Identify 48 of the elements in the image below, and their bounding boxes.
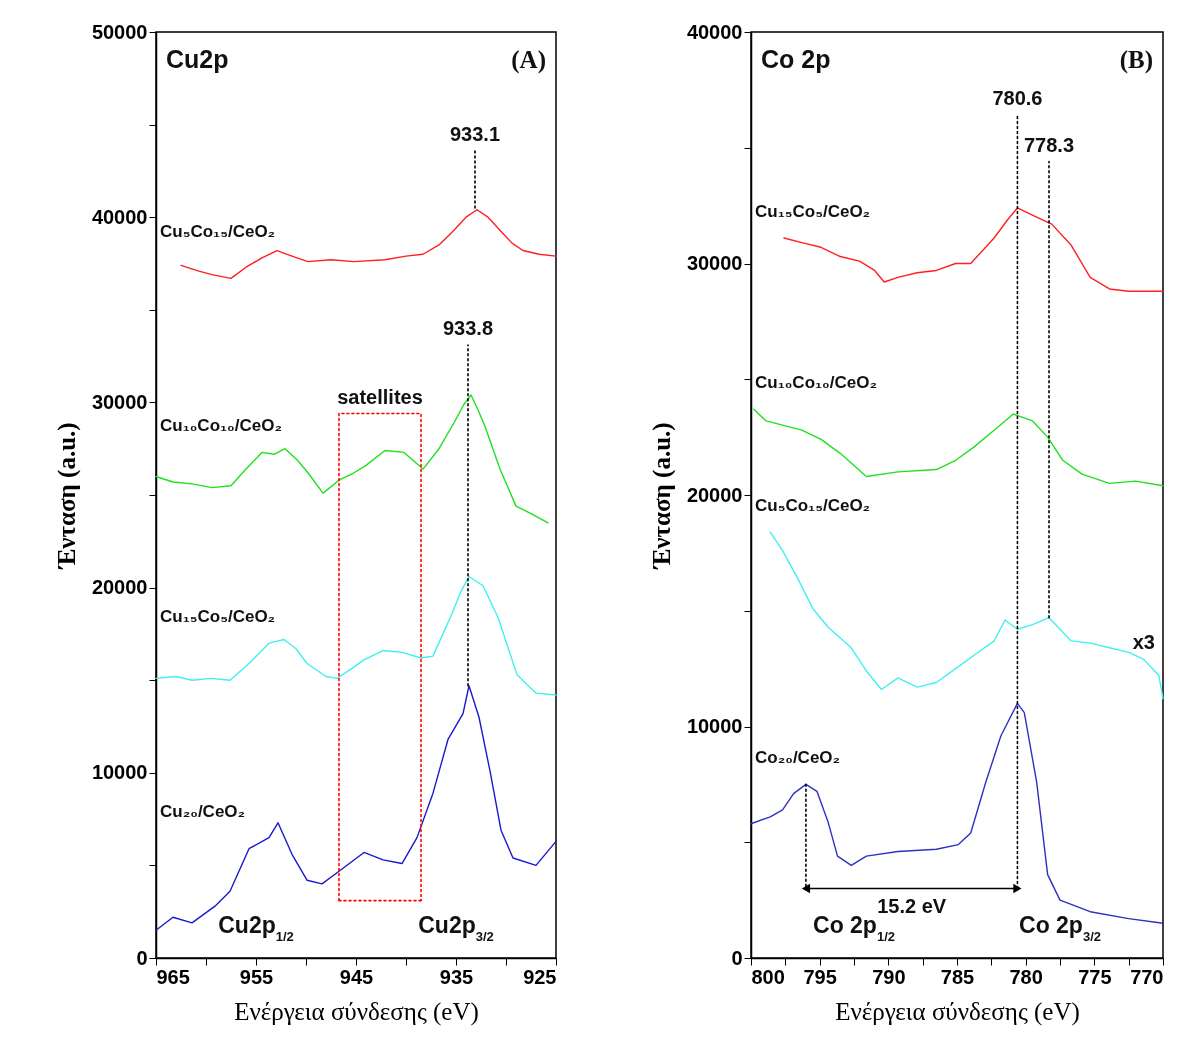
annotation: Cu2p$_{3/2}$ bbox=[418, 912, 494, 944]
x-tick-label: 795 bbox=[803, 965, 837, 988]
annotation: (B) bbox=[1119, 46, 1153, 74]
y-tick-label: 0 bbox=[731, 946, 743, 969]
y-tick-label: 30000 bbox=[91, 390, 148, 413]
x-tick-label: 800 bbox=[751, 965, 785, 988]
series-label: Co₂₀/CeO₂ bbox=[755, 748, 841, 768]
y-tick-label: 40000 bbox=[686, 20, 743, 43]
annotation: Co 2p$_{3/2}$ bbox=[1019, 912, 1101, 944]
x-tick-label: 775 bbox=[1078, 965, 1112, 988]
series-label: Cu₅Co₁₅/CeO₂ bbox=[755, 496, 871, 516]
x-tick-label: 780 bbox=[1009, 965, 1043, 988]
x-tick-label: 790 bbox=[872, 965, 906, 988]
annotation: (A) bbox=[511, 46, 546, 74]
annotation: x3 bbox=[1132, 631, 1155, 654]
y-tick-label: 50000 bbox=[91, 20, 148, 43]
series-label: Cu₁₀Co₁₀/CeO₂ bbox=[755, 373, 877, 393]
annotation: Cu2p bbox=[166, 45, 229, 73]
x-tick-label: 965 bbox=[156, 965, 190, 988]
x-tick-label: 770 bbox=[1130, 965, 1164, 988]
y-tick-label: 40000 bbox=[91, 205, 148, 228]
y-axis-title: Ένταση (a.u.) bbox=[52, 422, 81, 571]
y-axis-title: Ένταση (a.u.) bbox=[647, 422, 676, 571]
x-tick-label: 935 bbox=[439, 965, 474, 988]
x-axis-title: Ενέργεια σύνδεσης (eV) bbox=[835, 997, 1080, 1026]
annotation: 933.1 bbox=[449, 122, 501, 145]
annotation: 933.8 bbox=[442, 316, 494, 339]
y-tick-label: 10000 bbox=[91, 761, 148, 784]
series-label: Cu₁₀Co₁₀/CeO₂ bbox=[160, 416, 282, 436]
series-label: Cu₅Co₁₅/CeO₂ bbox=[160, 221, 276, 241]
x-tick-label: 785 bbox=[940, 965, 975, 988]
y-tick-label: 10000 bbox=[686, 715, 743, 737]
annotation: 780.6 bbox=[992, 87, 1043, 110]
annotation: Cu2p$_{1/2}$ bbox=[218, 912, 294, 944]
annotation: satellites bbox=[337, 385, 423, 408]
x-axis-title: Ενέργεια σύνδεσης (eV) bbox=[234, 997, 479, 1026]
series-label: Cu₁₅Co₅/CeO₂ bbox=[160, 607, 276, 627]
annotation: 778.3 bbox=[1023, 133, 1075, 156]
y-tick-label: 0 bbox=[136, 946, 148, 969]
x-tick-label: 955 bbox=[239, 965, 274, 988]
series-label: Cu₁₅Co₅/CeO₂ bbox=[755, 202, 871, 222]
series-label: Cu₂₀/CeO₂ bbox=[160, 801, 246, 821]
y-tick-label: 20000 bbox=[91, 576, 148, 599]
x-tick-label: 945 bbox=[339, 965, 374, 988]
y-tick-label: 20000 bbox=[686, 483, 743, 506]
x-tick-label: 925 bbox=[523, 965, 557, 988]
annotation: Co 2p bbox=[761, 45, 831, 73]
y-tick-label: 30000 bbox=[686, 252, 743, 274]
